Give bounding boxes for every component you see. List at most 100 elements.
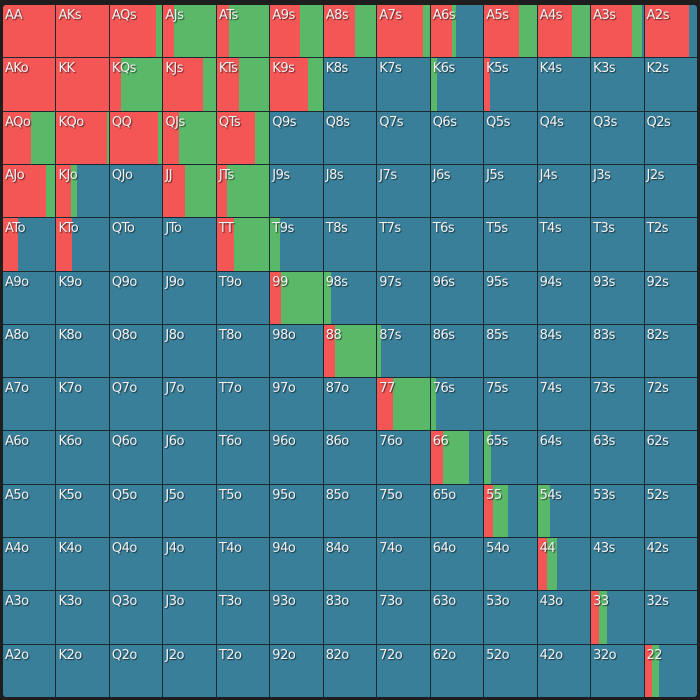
- hand-cell-J4o[interactable]: J4o: [163, 538, 216, 591]
- hand-cell-95o[interactable]: 95o: [270, 484, 323, 538]
- hand-cell-AA[interactable]: AA: [3, 5, 56, 58]
- hand-cell-J6s[interactable]: J6s: [430, 164, 484, 218]
- hand-cell-A9s[interactable]: A9s: [270, 5, 323, 58]
- hand-cell-JJ[interactable]: JJ: [163, 164, 216, 218]
- hand-cell-KQo[interactable]: KQo: [56, 111, 109, 164]
- hand-cell-J7o[interactable]: J7o: [163, 378, 216, 431]
- hand-cell-88[interactable]: 88: [323, 324, 377, 378]
- hand-cell-Q8s[interactable]: Q8s: [323, 111, 377, 164]
- hand-cell-Q4s[interactable]: Q4s: [537, 111, 591, 164]
- hand-cell-K9s[interactable]: K9s: [270, 58, 323, 111]
- hand-cell-A8o[interactable]: A8o: [3, 324, 56, 378]
- hand-cell-T8o[interactable]: T8o: [216, 324, 270, 378]
- hand-cell-A5s[interactable]: A5s: [484, 5, 537, 58]
- hand-cell-QTs[interactable]: QTs: [216, 111, 270, 164]
- hand-cell-T2s[interactable]: T2s: [644, 218, 697, 271]
- hand-cell-87o[interactable]: 87o: [323, 378, 377, 431]
- hand-cell-A6s[interactable]: A6s: [430, 5, 484, 58]
- hand-cell-QTo[interactable]: QTo: [109, 218, 163, 271]
- hand-cell-K3o[interactable]: K3o: [56, 591, 109, 644]
- hand-cell-Q7s[interactable]: Q7s: [377, 111, 430, 164]
- hand-cell-A7s[interactable]: A7s: [377, 5, 430, 58]
- hand-cell-63o[interactable]: 63o: [430, 591, 484, 644]
- hand-cell-84s[interactable]: 84s: [537, 324, 591, 378]
- hand-cell-92s[interactable]: 92s: [644, 271, 697, 324]
- hand-cell-93o[interactable]: 93o: [270, 591, 323, 644]
- hand-cell-95s[interactable]: 95s: [484, 271, 537, 324]
- hand-cell-Q5s[interactable]: Q5s: [484, 111, 537, 164]
- hand-cell-K8s[interactable]: K8s: [323, 58, 377, 111]
- hand-cell-Q9s[interactable]: Q9s: [270, 111, 323, 164]
- hand-cell-Q9o[interactable]: Q9o: [109, 271, 163, 324]
- hand-cell-T2o[interactable]: T2o: [216, 644, 270, 697]
- hand-cell-AJs[interactable]: AJs: [163, 5, 216, 58]
- hand-cell-JTs[interactable]: JTs: [216, 164, 270, 218]
- hand-cell-J8s[interactable]: J8s: [323, 164, 377, 218]
- hand-cell-J4s[interactable]: J4s: [537, 164, 591, 218]
- hand-cell-73o[interactable]: 73o: [377, 591, 430, 644]
- hand-cell-Q3o[interactable]: Q3o: [109, 591, 163, 644]
- hand-cell-KTo[interactable]: KTo: [56, 218, 109, 271]
- hand-cell-T6o[interactable]: T6o: [216, 431, 270, 484]
- hand-cell-98s[interactable]: 98s: [323, 271, 377, 324]
- hand-cell-J3s[interactable]: J3s: [591, 164, 644, 218]
- hand-cell-A2o[interactable]: A2o: [3, 644, 56, 697]
- hand-cell-85s[interactable]: 85s: [484, 324, 537, 378]
- hand-cell-76o[interactable]: 76o: [377, 431, 430, 484]
- hand-cell-72o[interactable]: 72o: [377, 644, 430, 697]
- hand-cell-82s[interactable]: 82s: [644, 324, 697, 378]
- hand-cell-AKo[interactable]: AKo: [3, 58, 56, 111]
- hand-cell-J3o[interactable]: J3o: [163, 591, 216, 644]
- hand-cell-J7s[interactable]: J7s: [377, 164, 430, 218]
- hand-cell-ATs[interactable]: ATs: [216, 5, 270, 58]
- hand-cell-63s[interactable]: 63s: [591, 431, 644, 484]
- hand-cell-T5o[interactable]: T5o: [216, 484, 270, 538]
- hand-cell-Q3s[interactable]: Q3s: [591, 111, 644, 164]
- hand-cell-97o[interactable]: 97o: [270, 378, 323, 431]
- hand-cell-KJo[interactable]: KJo: [56, 164, 109, 218]
- hand-cell-T3o[interactable]: T3o: [216, 591, 270, 644]
- hand-cell-J2s[interactable]: J2s: [644, 164, 697, 218]
- hand-cell-93s[interactable]: 93s: [591, 271, 644, 324]
- hand-cell-A4o[interactable]: A4o: [3, 538, 56, 591]
- hand-cell-Q2s[interactable]: Q2s: [644, 111, 697, 164]
- hand-cell-94o[interactable]: 94o: [270, 538, 323, 591]
- hand-cell-65s[interactable]: 65s: [484, 431, 537, 484]
- hand-cell-QJs[interactable]: QJs: [163, 111, 216, 164]
- hand-cell-A3o[interactable]: A3o: [3, 591, 56, 644]
- hand-cell-K5s[interactable]: K5s: [484, 58, 537, 111]
- hand-cell-76s[interactable]: 76s: [430, 378, 484, 431]
- hand-cell-72s[interactable]: 72s: [644, 378, 697, 431]
- hand-cell-KJs[interactable]: KJs: [163, 58, 216, 111]
- hand-cell-K2o[interactable]: K2o: [56, 644, 109, 697]
- hand-cell-Q5o[interactable]: Q5o: [109, 484, 163, 538]
- hand-cell-42o[interactable]: 42o: [537, 644, 591, 697]
- hand-cell-A4s[interactable]: A4s: [537, 5, 591, 58]
- hand-cell-66[interactable]: 66: [430, 431, 484, 484]
- hand-cell-A5o[interactable]: A5o: [3, 484, 56, 538]
- hand-cell-98o[interactable]: 98o: [270, 324, 323, 378]
- hand-cell-K4o[interactable]: K4o: [56, 538, 109, 591]
- hand-cell-54s[interactable]: 54s: [537, 484, 591, 538]
- hand-cell-83o[interactable]: 83o: [323, 591, 377, 644]
- hand-cell-75o[interactable]: 75o: [377, 484, 430, 538]
- hand-cell-54o[interactable]: 54o: [484, 538, 537, 591]
- hand-cell-T4s[interactable]: T4s: [537, 218, 591, 271]
- hand-cell-K4s[interactable]: K4s: [537, 58, 591, 111]
- hand-cell-J9o[interactable]: J9o: [163, 271, 216, 324]
- hand-cell-T8s[interactable]: T8s: [323, 218, 377, 271]
- hand-cell-J5s[interactable]: J5s: [484, 164, 537, 218]
- hand-cell-Q2o[interactable]: Q2o: [109, 644, 163, 697]
- hand-cell-43s[interactable]: 43s: [591, 538, 644, 591]
- hand-cell-33[interactable]: 33: [591, 591, 644, 644]
- hand-cell-T5s[interactable]: T5s: [484, 218, 537, 271]
- hand-cell-44[interactable]: 44: [537, 538, 591, 591]
- hand-cell-T7o[interactable]: T7o: [216, 378, 270, 431]
- hand-cell-92o[interactable]: 92o: [270, 644, 323, 697]
- hand-cell-74s[interactable]: 74s: [537, 378, 591, 431]
- hand-cell-J8o[interactable]: J8o: [163, 324, 216, 378]
- hand-cell-AKs[interactable]: AKs: [56, 5, 109, 58]
- hand-cell-82o[interactable]: 82o: [323, 644, 377, 697]
- hand-cell-42s[interactable]: 42s: [644, 538, 697, 591]
- hand-cell-J2o[interactable]: J2o: [163, 644, 216, 697]
